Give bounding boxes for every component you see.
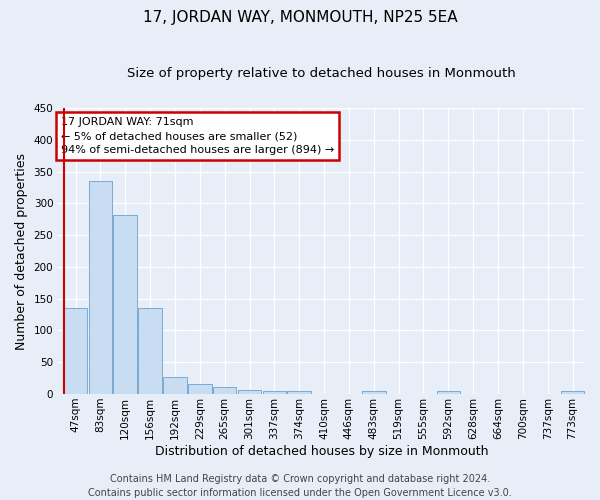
Text: Contains HM Land Registry data © Crown copyright and database right 2024.
Contai: Contains HM Land Registry data © Crown c… [88,474,512,498]
Bar [188,384,212,394]
Text: 17, JORDAN WAY, MONMOUTH, NP25 5EA: 17, JORDAN WAY, MONMOUTH, NP25 5EA [143,10,457,25]
Bar [238,390,262,394]
X-axis label: Distribution of detached houses by size in Monmouth: Distribution of detached houses by size … [155,444,488,458]
Bar [263,391,286,394]
Bar [139,308,162,394]
Title: Size of property relative to detached houses in Monmouth: Size of property relative to detached ho… [127,68,516,80]
Bar [163,377,187,394]
Bar [213,387,236,394]
Bar [89,180,112,394]
Bar [561,392,584,394]
Bar [362,392,386,394]
Bar [64,308,88,394]
Bar [437,392,460,394]
Bar [113,216,137,394]
Y-axis label: Number of detached properties: Number of detached properties [15,152,28,350]
Text: 17 JORDAN WAY: 71sqm
← 5% of detached houses are smaller (52)
94% of semi-detach: 17 JORDAN WAY: 71sqm ← 5% of detached ho… [61,116,334,156]
Bar [287,392,311,394]
